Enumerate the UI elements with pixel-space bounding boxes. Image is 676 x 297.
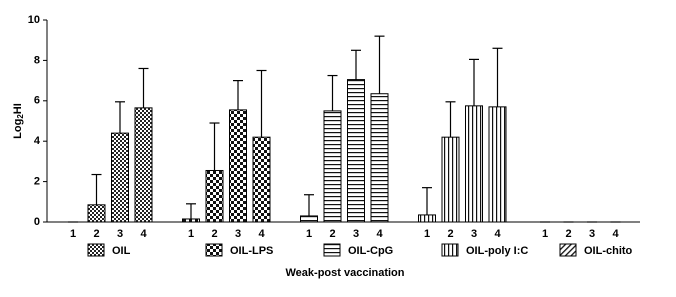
x-tick-label: 1 — [542, 228, 548, 240]
y-label-part: HI — [12, 103, 24, 114]
bar — [347, 79, 365, 223]
legend-swatch — [205, 243, 223, 257]
bar — [111, 132, 129, 223]
bar — [205, 169, 224, 223]
x-tick-label: 2 — [447, 228, 453, 240]
x-tick-label: 2 — [93, 228, 99, 240]
bar — [323, 110, 342, 223]
x-tick-label: 3 — [353, 228, 359, 240]
legend-label: OIL-LPS — [230, 245, 273, 257]
bar — [441, 136, 460, 223]
x-tick-label: 4 — [376, 228, 383, 240]
bar — [182, 218, 200, 223]
x-tick-label: 4 — [612, 228, 619, 240]
y-tick-label: 4 — [34, 135, 41, 147]
bar — [370, 93, 389, 223]
x-tick-label: 4 — [258, 228, 265, 240]
bar — [465, 105, 483, 223]
x-tick-label: 1 — [188, 228, 194, 240]
x-tick-label: 1 — [70, 228, 76, 240]
x-tick-label: 3 — [589, 228, 595, 240]
bar — [229, 109, 247, 223]
x-tick-label: 3 — [235, 228, 241, 240]
bar — [488, 106, 507, 223]
legend-swatch — [323, 243, 341, 257]
y-tick-label: 10 — [28, 14, 40, 26]
x-tick-label: 3 — [471, 228, 477, 240]
legend-swatch — [441, 243, 459, 257]
legend-label: OIL-CpG — [348, 245, 393, 257]
x-tick-label: 2 — [329, 228, 335, 240]
y-label-sub: 2 — [16, 114, 25, 119]
y-tick-label: 0 — [34, 216, 40, 228]
legend-label: OIL-poly I:C — [466, 245, 528, 257]
legend-label: OIL — [112, 245, 131, 257]
y-tick-label: 2 — [34, 176, 40, 188]
x-tick-label: 2 — [565, 228, 571, 240]
bar — [87, 204, 106, 223]
bar — [134, 107, 153, 223]
bar — [300, 215, 318, 223]
y-tick-label: 6 — [34, 95, 40, 107]
legend-swatch — [559, 243, 577, 257]
x-tick-label: 4 — [494, 228, 501, 240]
x-tick-label: 2 — [211, 228, 217, 240]
legend-label: OIL-chito — [584, 245, 633, 257]
y-tick-label: 8 — [34, 54, 40, 66]
y-axis-label: Log2HI — [12, 103, 25, 139]
bar — [418, 214, 436, 223]
y-label-part: Log — [12, 119, 24, 139]
x-tick-label: 1 — [424, 228, 430, 240]
x-tick-label: 4 — [140, 228, 147, 240]
bar — [252, 136, 271, 223]
legend-swatch — [87, 243, 105, 257]
x-tick-label: 1 — [306, 228, 312, 240]
x-axis-label: Weak-post vaccination — [286, 267, 405, 279]
x-tick-label: 3 — [117, 228, 123, 240]
